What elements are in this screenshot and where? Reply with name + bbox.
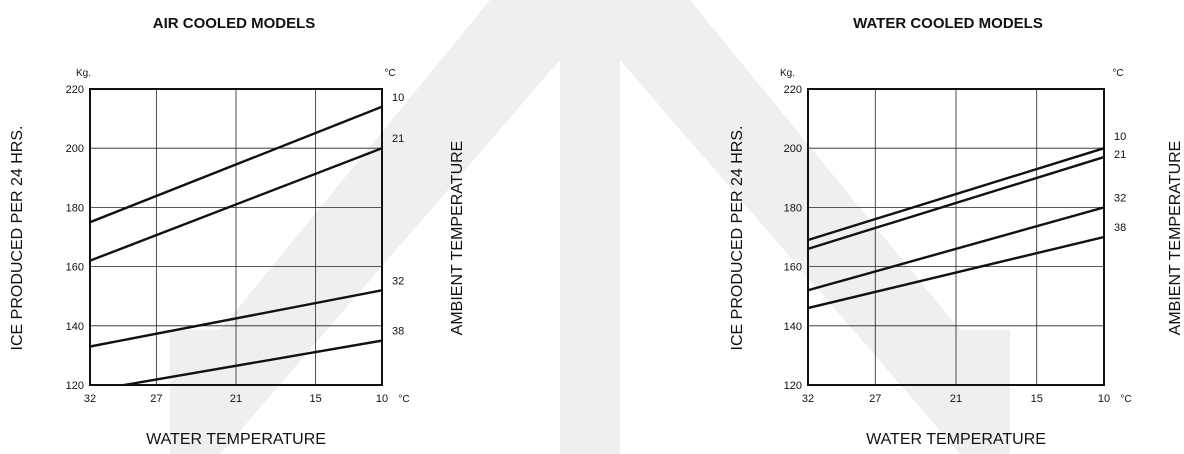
- x-tick-label: 27: [869, 393, 881, 405]
- y-tick-label: 200: [784, 143, 802, 155]
- x-tick-label: 10: [376, 393, 388, 405]
- y2-unit-label: °C: [1112, 68, 1123, 79]
- series-label-32: 32: [1114, 192, 1126, 204]
- x-tick-label: 21: [950, 393, 962, 405]
- y-tick-label: 160: [784, 262, 802, 274]
- y-tick-label: 220: [66, 84, 84, 96]
- series-line-38: [808, 235, 1104, 310]
- x-tick-label: 27: [150, 393, 162, 405]
- series-label-10: 10: [1114, 131, 1126, 143]
- series-line-38: [117, 339, 382, 385]
- series-label-21: 21: [392, 133, 404, 145]
- y-unit-label: Kg.: [76, 68, 91, 79]
- series-line-32: [808, 206, 1104, 292]
- x-unit-label: °C: [1120, 394, 1131, 405]
- x-axis-title: WATER TEMPERATURE: [866, 431, 1046, 448]
- x-tick-label: 15: [1031, 393, 1043, 405]
- y2-axis-title: AMBIENT TEMPERATURE: [449, 141, 466, 336]
- y2-axis-title: AMBIENT TEMPERATURE: [1167, 141, 1184, 336]
- series-line-10: [808, 147, 1104, 242]
- plot-frame: [89, 88, 383, 386]
- x-tick-label: 32: [802, 393, 814, 405]
- plot-frame: [807, 88, 1105, 386]
- y-tick-label: 200: [66, 143, 84, 155]
- series-label-38: 38: [1114, 222, 1126, 234]
- series-labels: 10 21 32 38: [1114, 131, 1126, 234]
- y-tick-label: 140: [784, 321, 802, 333]
- background-watermark: [170, 0, 1010, 454]
- y-tick-label: 140: [66, 321, 84, 333]
- series-line-21: [808, 155, 1104, 250]
- grid: [90, 89, 382, 385]
- x-tick-label: 10: [1098, 393, 1110, 405]
- chart-air-cooled: AIR COOLED MODELS Kg. °C ICE PRODUCED PE…: [9, 15, 466, 448]
- series-lines: [90, 105, 382, 385]
- y-axis-title: ICE PRODUCED PER 24 HRS.: [729, 126, 746, 351]
- series-label-21: 21: [1114, 149, 1126, 161]
- y-tick-label: 160: [66, 262, 84, 274]
- series-label-32: 32: [392, 275, 404, 287]
- series-line-32: [90, 289, 382, 348]
- series-line-21: [90, 147, 382, 262]
- y2-unit-label: °C: [384, 68, 395, 79]
- x-unit-label: °C: [398, 394, 409, 405]
- series-label-38: 38: [392, 326, 404, 338]
- x-tick-labels: 32 27 21 15 10: [84, 393, 388, 405]
- y-tick-label: 220: [784, 84, 802, 96]
- y-tick-labels: 120 140 160 180 200 220: [784, 84, 802, 392]
- y-axis-title: ICE PRODUCED PER 24 HRS.: [9, 126, 26, 351]
- series-labels: 10 21 32 38: [392, 92, 404, 338]
- y-tick-label: 120: [66, 380, 84, 392]
- series-line-10: [90, 105, 382, 224]
- series-label-10: 10: [392, 92, 404, 104]
- y-tick-label: 180: [66, 202, 84, 214]
- chart-water-cooled: WATER COOLED MODELS Kg. °C ICE PRODUCED …: [729, 15, 1184, 448]
- x-tick-label: 15: [310, 393, 322, 405]
- x-tick-label: 32: [84, 393, 96, 405]
- series-lines: [808, 147, 1104, 310]
- chart-title: AIR COOLED MODELS: [153, 15, 316, 32]
- x-tick-labels: 32 27 21 15 10: [802, 393, 1110, 405]
- x-axis-title: WATER TEMPERATURE: [146, 431, 326, 448]
- y-tick-labels: 120 140 160 180 200 220: [66, 84, 84, 392]
- grid: [808, 89, 1104, 385]
- x-tick-label: 21: [230, 393, 242, 405]
- y-tick-label: 120: [784, 380, 802, 392]
- y-tick-label: 180: [784, 202, 802, 214]
- y-unit-label: Kg.: [780, 68, 795, 79]
- chart-title: WATER COOLED MODELS: [853, 15, 1043, 32]
